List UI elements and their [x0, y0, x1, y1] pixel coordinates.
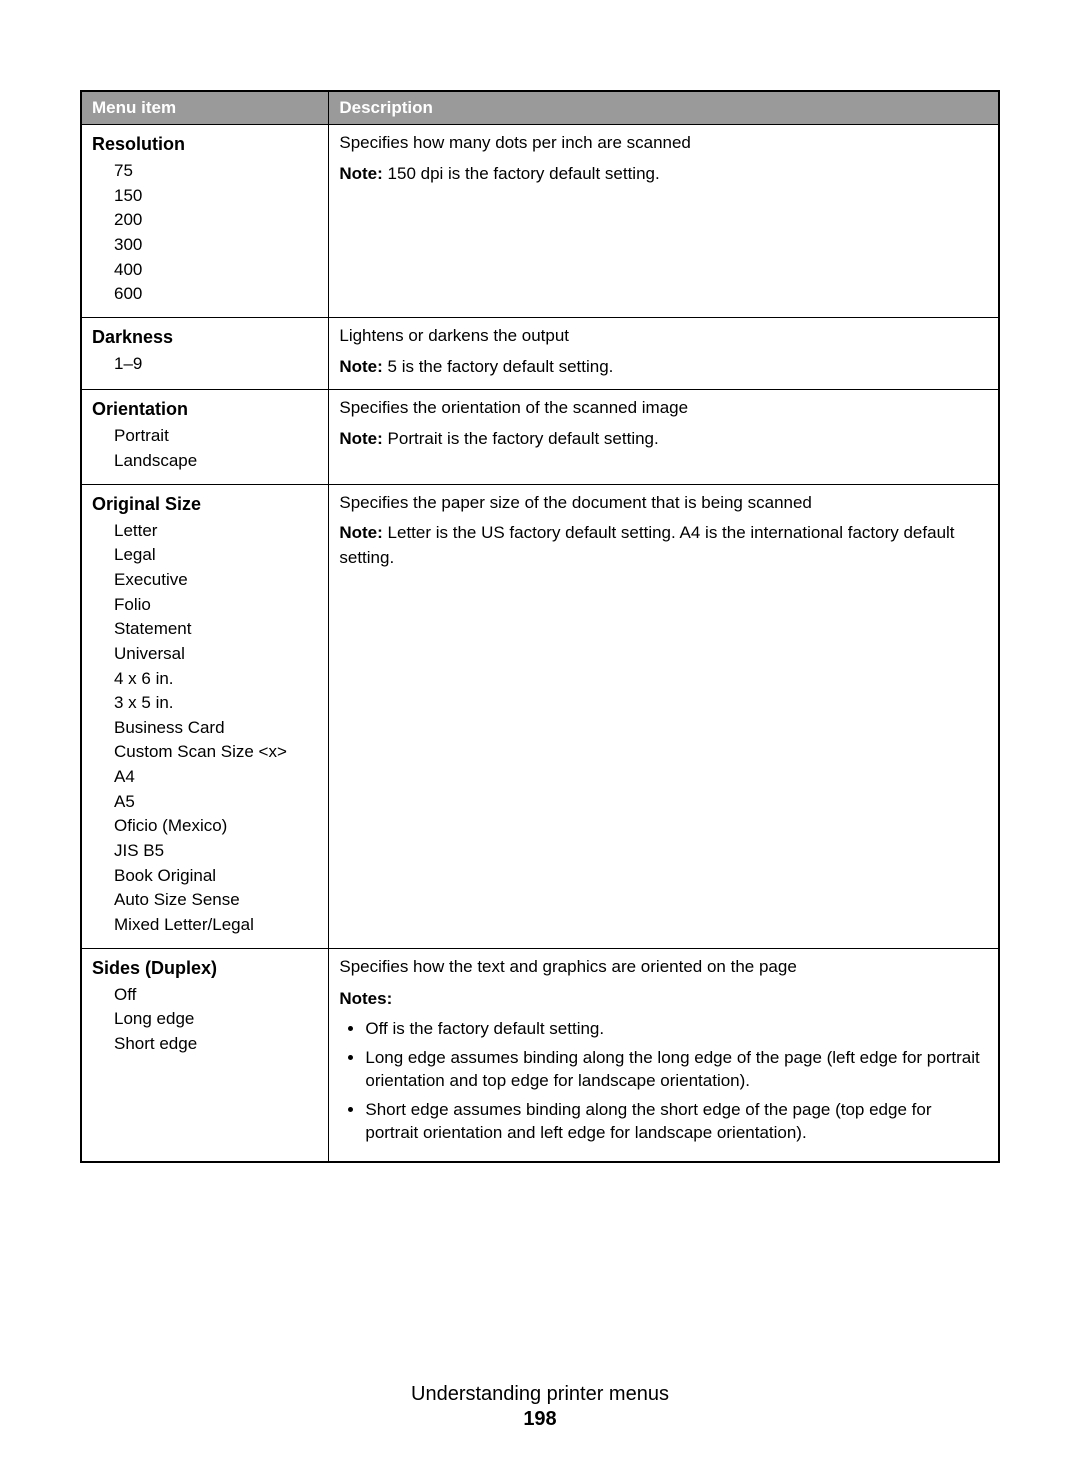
description-text: Specifies how many dots per inch are sca… — [339, 131, 988, 156]
note-text: 5 is the factory default setting. — [383, 357, 614, 376]
notes-list: Off is the factory default setting. Long … — [339, 1018, 988, 1145]
table-header-row: Menu item Description — [81, 91, 999, 125]
menu-item-options: 1–9 — [92, 352, 318, 377]
menu-item-options: PortraitLandscape — [92, 424, 318, 473]
menu-item-title: Orientation — [92, 396, 318, 422]
menu-item-title: Resolution — [92, 131, 318, 157]
menu-option: Legal — [114, 543, 318, 568]
page-footer: Understanding printer menus 198 — [80, 1383, 1000, 1431]
note-line: Note: 150 dpi is the factory default set… — [339, 162, 988, 187]
note-line: Note: 5 is the factory default setting. — [339, 355, 988, 380]
menu-option: 300 — [114, 233, 318, 258]
menu-item-cell: Darkness1–9 — [81, 317, 329, 389]
description-cell: Specifies the paper size of the document… — [329, 484, 999, 948]
notes-heading: Notes: — [339, 987, 988, 1012]
menu-option: A4 — [114, 765, 318, 790]
description-cell: Specifies the orientation of the scanned… — [329, 390, 999, 484]
note-label: Note: — [339, 523, 382, 542]
footer-title: Understanding printer menus — [80, 1383, 1000, 1406]
note-label: Note: — [339, 429, 382, 448]
menu-item-options: LetterLegalExecutiveFolioStatementUniver… — [92, 519, 318, 938]
table-row: Sides (Duplex)OffLong edgeShort edge Spec… — [81, 948, 999, 1161]
note-label: Note: — [339, 164, 382, 183]
note-line: Note: Letter is the US factory default s… — [339, 521, 988, 570]
menu-option: Short edge — [114, 1032, 318, 1057]
menu-option: 4 x 6 in. — [114, 667, 318, 692]
menu-item-cell: Resolution75150200300400600 — [81, 125, 329, 318]
table-body: Resolution75150200300400600 Specifies how… — [81, 125, 999, 1162]
menu-option: Book Original — [114, 864, 318, 889]
menu-option: 600 — [114, 282, 318, 307]
description-text: Lightens or darkens the output — [339, 324, 988, 349]
note-line: Note: Portrait is the factory default se… — [339, 427, 988, 452]
note-text: Portrait is the factory default setting. — [383, 429, 659, 448]
menu-option: 200 — [114, 208, 318, 233]
menu-item-options: OffLong edgeShort edge — [92, 983, 318, 1057]
description-text: Specifies how the text and graphics are … — [339, 955, 988, 980]
table-row: Original SizeLetterLegalExecutiveFolioSt… — [81, 484, 999, 948]
description-text: Specifies the paper size of the document… — [339, 491, 988, 516]
menu-option: 75 — [114, 159, 318, 184]
description-cell: Lightens or darkens the output Note: 5 is… — [329, 317, 999, 389]
menu-item-title: Original Size — [92, 491, 318, 517]
footer-page-number: 198 — [80, 1408, 1000, 1431]
menu-option: Executive — [114, 568, 318, 593]
menu-option: Mixed Letter/Legal — [114, 913, 318, 938]
header-description: Description — [329, 91, 999, 125]
menu-option: JIS B5 — [114, 839, 318, 864]
menu-option: A5 — [114, 790, 318, 815]
menu-item-options: 75150200300400600 — [92, 159, 318, 307]
document-page: Menu item Description Resolution75150200… — [0, 0, 1080, 1471]
menu-option: Off — [114, 983, 318, 1008]
menu-option: Landscape — [114, 449, 318, 474]
menu-item-cell: OrientationPortraitLandscape — [81, 390, 329, 484]
menu-option: Portrait — [114, 424, 318, 449]
menu-option: Statement — [114, 617, 318, 642]
table-row: Resolution75150200300400600 Specifies how… — [81, 125, 999, 318]
menu-item-cell: Sides (Duplex)OffLong edgeShort edge — [81, 948, 329, 1161]
menu-option: 1–9 — [114, 352, 318, 377]
table-row: OrientationPortraitLandscape Specifies th… — [81, 390, 999, 484]
description-cell: Specifies how the text and graphics are … — [329, 948, 999, 1161]
menu-option: 400 — [114, 258, 318, 283]
menu-option: Custom Scan Size <x> — [114, 740, 318, 765]
menu-item-title: Sides (Duplex) — [92, 955, 318, 981]
menu-option: Universal — [114, 642, 318, 667]
menu-option: Letter — [114, 519, 318, 544]
table-row: Darkness1–9Lightens or darkens the outpu… — [81, 317, 999, 389]
menu-option: 3 x 5 in. — [114, 691, 318, 716]
notes-list-item: Short edge assumes binding along the sho… — [365, 1099, 988, 1145]
menu-option: Auto Size Sense — [114, 888, 318, 913]
menu-option: Business Card — [114, 716, 318, 741]
menu-option: Long edge — [114, 1007, 318, 1032]
notes-list-item: Long edge assumes binding along the long… — [365, 1047, 988, 1093]
note-text: Letter is the US factory default setting… — [339, 523, 954, 567]
menu-table: Menu item Description Resolution75150200… — [80, 90, 1000, 1163]
description-cell: Specifies how many dots per inch are sca… — [329, 125, 999, 318]
menu-option: Oficio (Mexico) — [114, 814, 318, 839]
note-label: Note: — [339, 357, 382, 376]
note-text: 150 dpi is the factory default setting. — [383, 164, 660, 183]
description-text: Specifies the orientation of the scanned… — [339, 396, 988, 421]
menu-item-cell: Original SizeLetterLegalExecutiveFolioSt… — [81, 484, 329, 948]
header-menu-item: Menu item — [81, 91, 329, 125]
menu-option: 150 — [114, 184, 318, 209]
menu-option: Folio — [114, 593, 318, 618]
menu-item-title: Darkness — [92, 324, 318, 350]
notes-list-item: Off is the factory default setting. — [365, 1018, 988, 1041]
